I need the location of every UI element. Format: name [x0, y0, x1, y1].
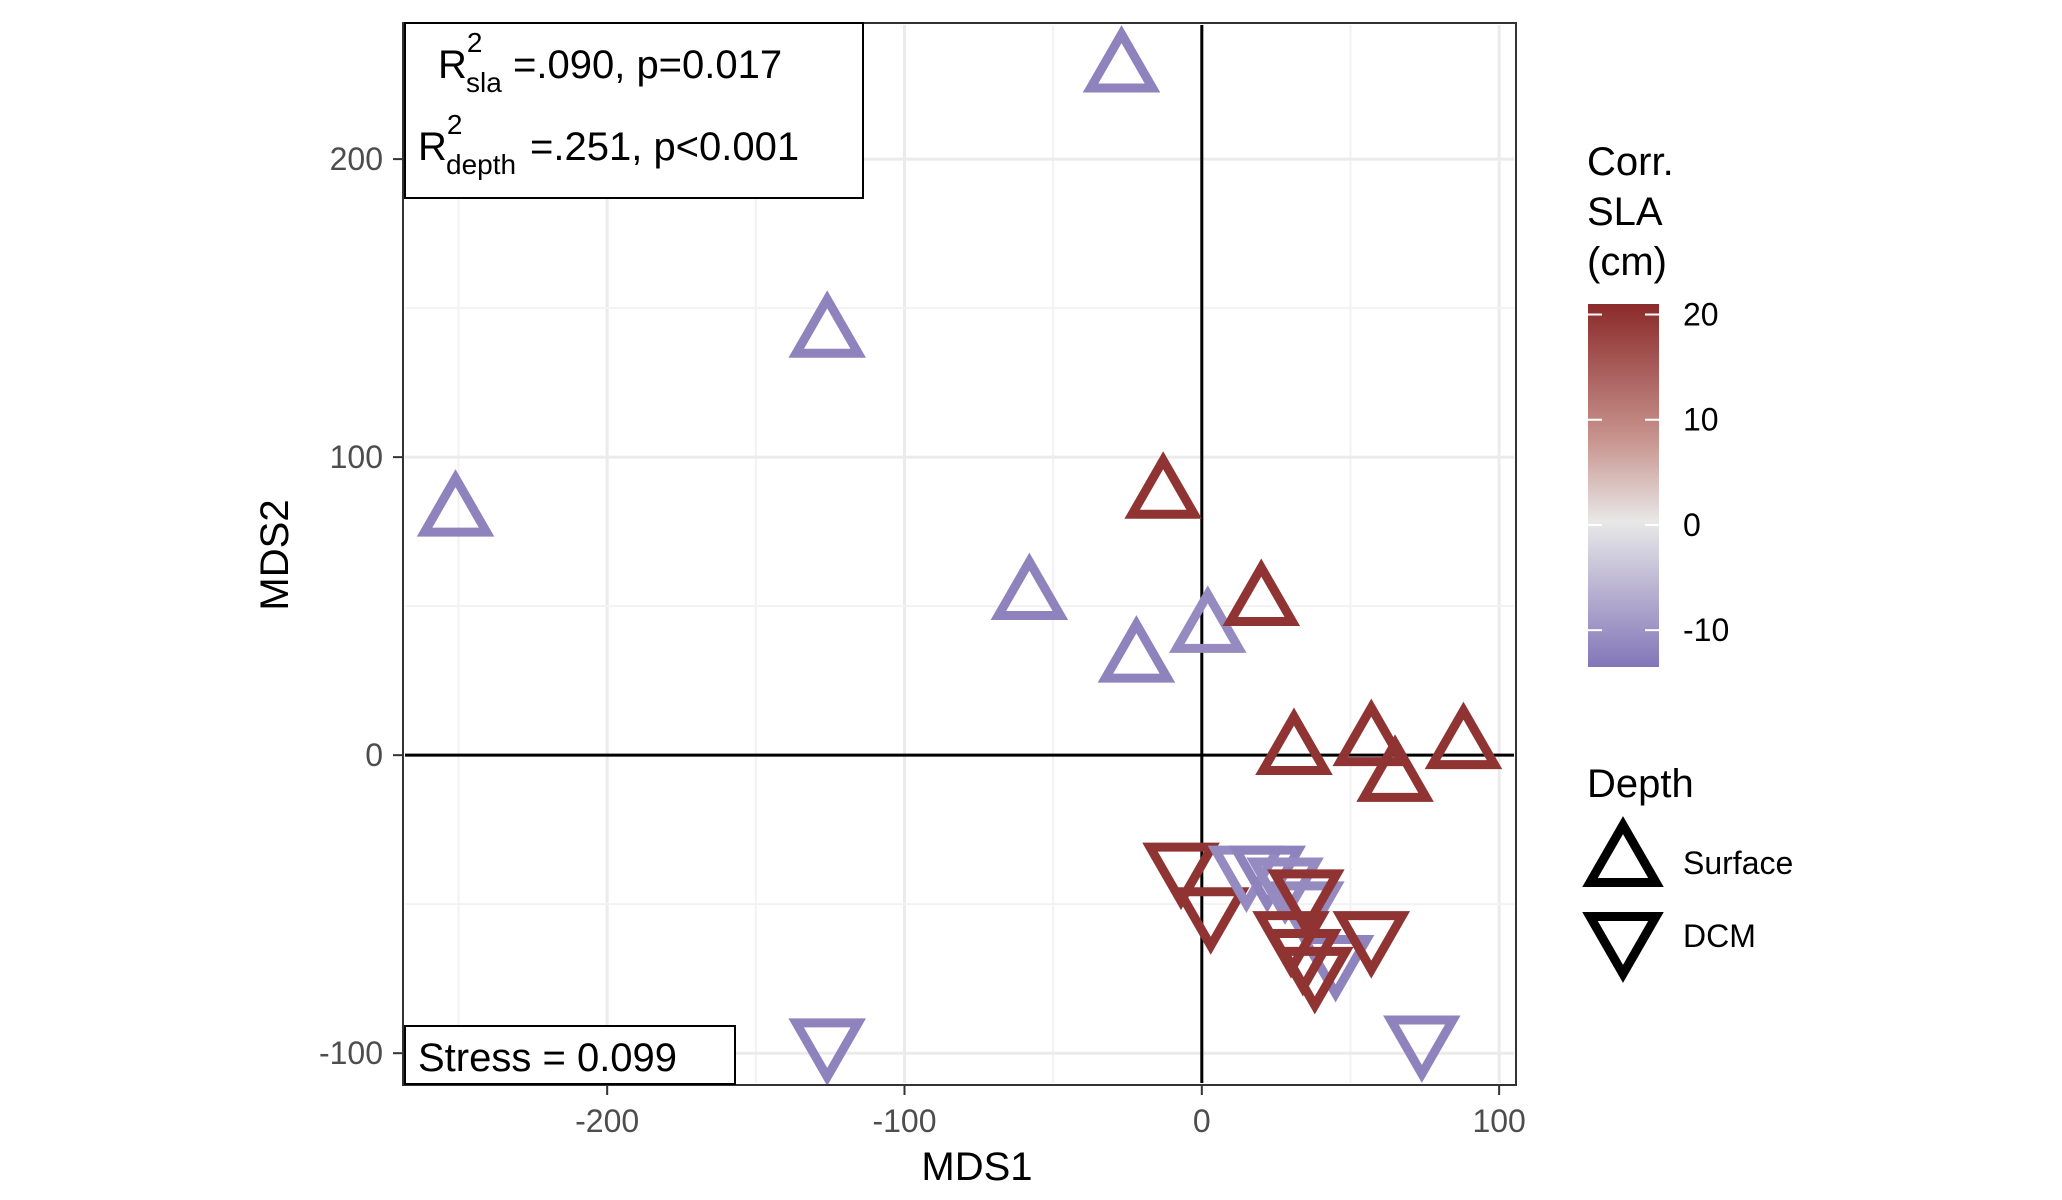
point-surface	[416, 469, 495, 537]
panel-background	[403, 23, 1516, 1085]
x-tick-label: -200	[575, 1103, 639, 1139]
stress-box-border	[404, 1025, 736, 1085]
legend-key-surface-icon	[1582, 816, 1664, 888]
point-surface	[1082, 25, 1161, 93]
axes: -200 -100 0 100 -100 0 100 200	[319, 141, 1526, 1139]
r2-sla-label: R2 sla =.090, p=0.017	[438, 27, 782, 98]
y-tick-label: 0	[365, 737, 383, 773]
reference-lines	[405, 25, 1514, 1083]
x-axis-title: MDS1	[921, 1145, 1032, 1189]
color-bar-tick-label: 0	[1683, 507, 1701, 543]
color-bar-tick-label: -10	[1683, 612, 1729, 648]
stats-box-border	[404, 22, 864, 199]
point-surface	[1124, 451, 1202, 519]
color-legend-title-line-1: Corr.	[1587, 140, 1674, 184]
color-bar	[1588, 304, 1659, 667]
point-dcm	[1171, 887, 1250, 955]
point-dcm	[1276, 946, 1354, 1015]
color-bar-tick-label: 10	[1683, 402, 1719, 438]
point-surface	[990, 552, 1069, 621]
shape-legend: Depth Surface DCM	[1582, 762, 1793, 983]
point-dcm	[788, 1018, 866, 1086]
point-dcm	[1267, 869, 1345, 937]
point-surface	[1168, 585, 1247, 653]
panel-border	[402, 22, 1517, 1086]
y-axis-title: MDS2	[253, 499, 297, 610]
color-legend: Corr. SLA (cm) 20 10 0 -10	[1587, 140, 1729, 667]
point-dcm	[1332, 911, 1411, 979]
shape-legend-keys: Surface DCM	[1582, 816, 1793, 983]
x-tick-label: 100	[1472, 1103, 1525, 1139]
point-surface	[1222, 558, 1301, 627]
point-surface	[1424, 701, 1503, 770]
x-tick-label: -100	[872, 1103, 936, 1139]
color-legend-title-line-3: (cm)	[1587, 240, 1667, 284]
point-surface	[1356, 734, 1434, 802]
point-dcm	[1142, 842, 1220, 911]
legend-key-label: Surface	[1683, 845, 1793, 881]
point-surface	[788, 290, 866, 358]
y-tick-label: 100	[330, 439, 383, 475]
y-tick-label: 200	[330, 141, 383, 177]
shape-legend-title: Depth	[1587, 762, 1694, 806]
legend-key-label: DCM	[1683, 918, 1756, 954]
stats-annotation-box: R2 sla =.090, p=0.017 R2 depth =.251, p<0.00…	[404, 22, 864, 199]
r2-depth-label: R2 depth =.251, p<0.001	[418, 109, 799, 180]
point-surface	[1255, 707, 1333, 776]
color-bar-ticks: 20 10 0 -10	[1588, 297, 1729, 648]
point-surface	[1332, 698, 1411, 767]
y-tick-label: -100	[319, 1035, 383, 1071]
stress-label: Stress = 0.099	[418, 1036, 677, 1080]
x-tick-label: 0	[1193, 1103, 1211, 1139]
color-bar-tick-label: 20	[1683, 297, 1719, 333]
data-points	[416, 25, 1503, 1086]
stress-annotation-box: Stress = 0.099	[404, 1025, 736, 1085]
point-dcm	[1383, 1015, 1461, 1083]
plot-panel	[402, 22, 1517, 1086]
legend-key-dcm-icon	[1582, 911, 1664, 983]
point-surface	[1097, 615, 1176, 683]
color-legend-title-line-2: SLA	[1587, 190, 1663, 234]
